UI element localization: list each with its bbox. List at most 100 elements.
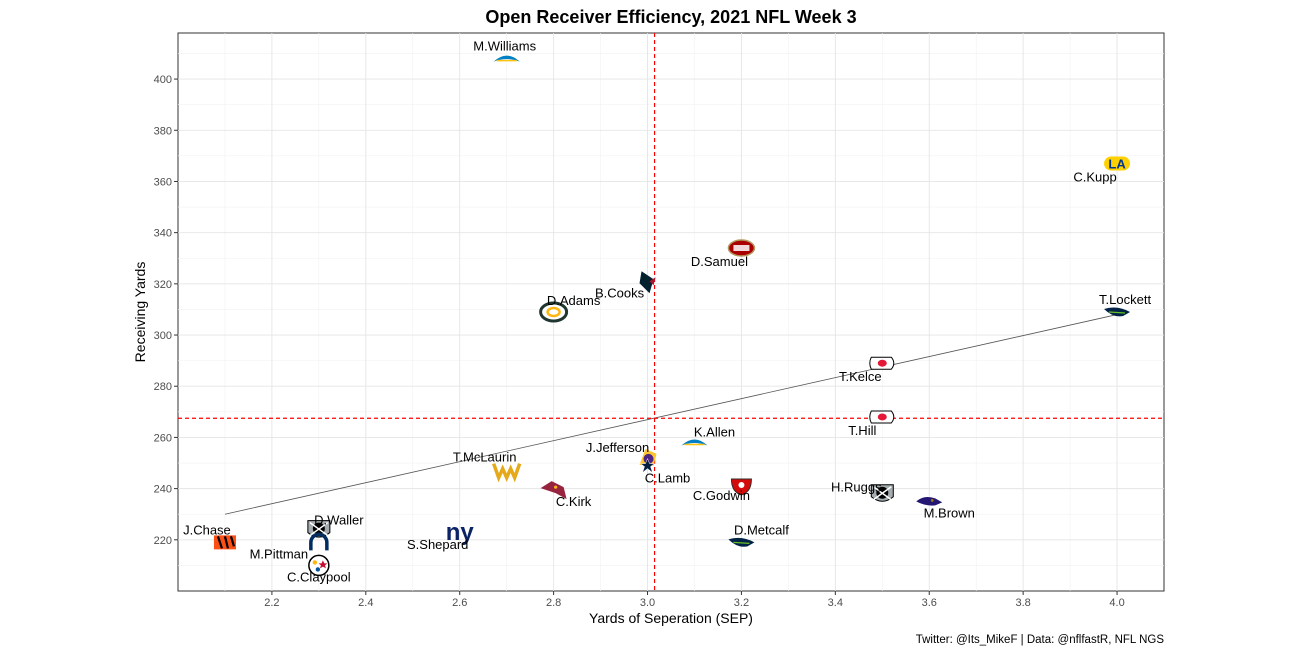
- point-label: C.Godwin: [693, 488, 750, 503]
- point-label: J.Chase: [183, 522, 231, 537]
- x-tick-label: 3.0: [640, 597, 655, 609]
- data-point: LAC.Kupp: [1073, 156, 1131, 185]
- point-label: M.Pittman: [250, 546, 309, 561]
- y-tick-label: 260: [154, 432, 172, 444]
- data-point: M.Williams: [473, 39, 537, 62]
- data-point: M.Pittman: [250, 532, 329, 561]
- lac-bolt-icon: [493, 55, 520, 62]
- chiefs-kc-icon: [877, 413, 887, 421]
- cardinals-head-icon: [540, 481, 567, 500]
- steelers-hypocycloid-gold-icon: [312, 560, 318, 565]
- raiders-swords-icon: [872, 486, 892, 501]
- point-label: T.Kelce: [839, 369, 882, 384]
- cardinals-eye-icon: [554, 485, 558, 489]
- data-point: T.Kelce: [839, 356, 895, 384]
- point-label: T.Lockett: [1099, 292, 1151, 307]
- x-tick-label: 2.8: [546, 597, 561, 609]
- point-label: T.McLaurin: [453, 450, 517, 465]
- rams-la-icon: LA: [1108, 157, 1126, 172]
- bengals-stripes-icon: [216, 536, 236, 549]
- lac-bolt-icon: [681, 439, 708, 446]
- y-tick-label: 340: [154, 228, 172, 240]
- chart-title: Open Receiver Efficiency, 2021 NFL Week …: [485, 7, 856, 27]
- y-tick-label: 400: [154, 74, 172, 86]
- data-point: K.Allen: [681, 425, 735, 446]
- x-axis-title: Yards of Seperation (SEP): [589, 610, 753, 626]
- y-tick-label: 220: [154, 535, 172, 547]
- x-tick-label: 3.8: [1015, 597, 1030, 609]
- raiders-swords-icon: [309, 521, 329, 537]
- chiefs-kc-icon: [877, 359, 887, 367]
- data-point: D.Adams: [539, 293, 601, 323]
- cowboys-star-icon: [639, 457, 656, 474]
- x-tick-label: 2.6: [452, 597, 467, 609]
- point-label: T.Hill: [848, 423, 876, 438]
- reference-lines: [178, 33, 1164, 591]
- y-tick-label: 320: [154, 279, 172, 291]
- data-point: C.Godwin: [693, 478, 752, 503]
- data-point: T.Hill: [848, 410, 895, 438]
- packers-g-icon: [546, 306, 561, 318]
- seahawks-accent-icon: [733, 541, 750, 544]
- data-point: H.Ruggs: [831, 480, 894, 502]
- point-label: S.Shepard: [407, 537, 468, 552]
- point-label: D.Samuel: [691, 254, 748, 269]
- point-label: D.Waller: [314, 513, 364, 528]
- seahawks-accent-icon: [1109, 311, 1126, 314]
- data-point: D.Samuel: [691, 239, 756, 269]
- point-label: C.Lamb: [645, 471, 691, 486]
- plot-panel: [177, 32, 1165, 592]
- point-label: H.Ruggs: [831, 480, 882, 495]
- y-tick-label: 380: [154, 125, 172, 137]
- axes: 2.2 2.4 2.6 2.8 3.0 3.2 3.4 3.6 3.8 4.0 220 240 260 2…: [154, 74, 1125, 609]
- steelers-badge-icon: [308, 554, 330, 577]
- data-point: B.Cooks: [595, 271, 656, 300]
- data-point: C.Claypool: [287, 554, 351, 584]
- steelers-hypocycloid-blue-icon: [315, 567, 321, 572]
- buccaneers-skull-icon: [738, 482, 745, 489]
- niners-sf-icon: [733, 245, 750, 252]
- data-point: nyS.Shepard: [407, 519, 474, 552]
- data-point: T.Lockett: [1099, 292, 1151, 317]
- data-point: D.Metcalf: [728, 522, 789, 547]
- texans-star-icon: [649, 277, 656, 286]
- data-point: J.Chase: [183, 522, 236, 550]
- point-label: C.Kupp: [1073, 170, 1116, 185]
- point-label: M.Brown: [924, 505, 975, 520]
- data-point: C.Kirk: [540, 481, 592, 509]
- ravens-eye-icon: [930, 499, 934, 502]
- point-label: C.Kirk: [556, 494, 592, 509]
- y-tick-label: 300: [154, 330, 172, 342]
- colts-horseshoe-icon: [309, 532, 329, 551]
- point-label: B.Cooks: [595, 285, 645, 300]
- point-label: J.Jefferson: [586, 440, 649, 455]
- chart-caption: Twitter: @Its_MikeF | Data: @nflfastR, N…: [916, 634, 1165, 646]
- steelers-hypocycloid-red-icon: [318, 560, 328, 569]
- data-point: J.Jefferson: [586, 440, 657, 466]
- point-label: D.Adams: [547, 293, 601, 308]
- ravens-head-icon: [916, 496, 943, 506]
- y-tick-label: 360: [154, 176, 172, 188]
- x-tick-label: 2.4: [358, 597, 373, 609]
- data-point: C.Lamb: [639, 457, 691, 486]
- x-tick-label: 3.4: [828, 597, 843, 609]
- data-point: T.McLaurin: [453, 450, 522, 483]
- x-tick-label: 4.0: [1109, 597, 1124, 609]
- point-label: C.Claypool: [287, 569, 351, 584]
- texans-head-icon: [639, 271, 654, 294]
- x-tick-label: 3.6: [922, 597, 937, 609]
- point-label: K.Allen: [694, 425, 735, 440]
- vikings-head-icon: [643, 453, 654, 464]
- x-tick-label: 2.2: [264, 597, 279, 609]
- washington-w-icon: [492, 463, 522, 483]
- y-axis-title: Receiving Yards: [132, 262, 148, 363]
- y-tick-label: 280: [154, 381, 172, 393]
- giants-ny-icon: ny: [446, 519, 475, 546]
- point-label: M.Williams: [473, 39, 536, 54]
- x-tick-label: 3.2: [734, 597, 749, 609]
- point-label: D.Metcalf: [734, 522, 789, 537]
- data-point: D.Waller: [307, 513, 364, 538]
- data-point: M.Brown: [916, 496, 975, 520]
- rams-badge-icon: [1104, 156, 1131, 171]
